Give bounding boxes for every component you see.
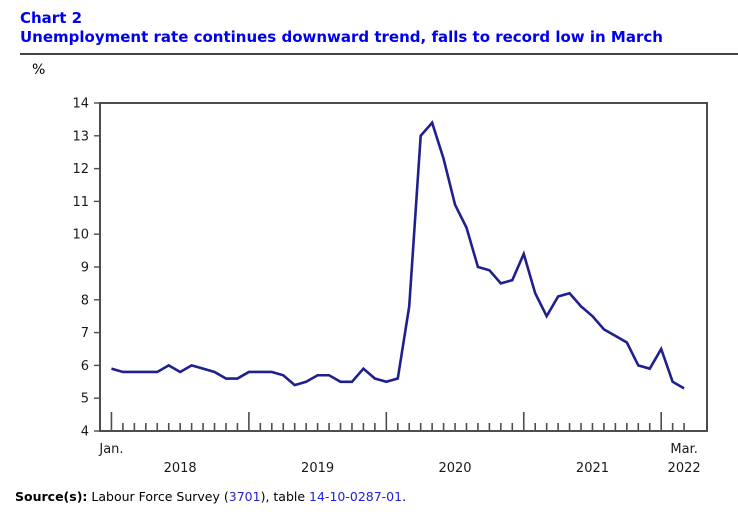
chart-number: Chart 2	[20, 9, 83, 27]
y-tick-label: 8	[81, 293, 89, 308]
y-axis: 4 5 6 7 8 9 10 11 12 13 14	[72, 97, 100, 440]
source-note: Source(s): Labour Force Survey (3701), t…	[15, 489, 406, 504]
x-year-label: 2021	[576, 461, 609, 476]
y-tick-label: 7	[81, 326, 89, 341]
title-divider	[20, 53, 738, 55]
y-axis-unit-label: %	[32, 62, 46, 78]
plot-border	[99, 102, 708, 432]
x-year-label: 2022	[668, 461, 701, 476]
unemployment-rate-line	[111, 120, 685, 390]
x-year-label: 2019	[301, 461, 334, 476]
y-tick-label: 13	[72, 129, 89, 144]
source-text-2: ), table	[260, 489, 310, 504]
source-text-3: .	[402, 489, 407, 504]
y-tick-label: 10	[72, 228, 89, 243]
y-tick-label: 4	[81, 425, 89, 440]
y-tick-label: 11	[72, 195, 89, 210]
y-tick-label: 5	[81, 392, 89, 407]
x-first-month-label: Jan.	[98, 442, 123, 457]
x-last-month-label: Mar.	[670, 442, 697, 457]
y-tick-label: 12	[72, 162, 89, 177]
y-tick-label: 6	[81, 359, 89, 374]
y-tick-label: 14	[72, 97, 89, 112]
x-axis: Jan. Mar. 2018 2019 2020 2021 2022	[98, 412, 701, 476]
source-prefix: Source(s):	[15, 489, 88, 504]
source-text-1: Labour Force Survey (	[87, 489, 229, 504]
y-tick-label: 9	[81, 261, 89, 276]
x-year-label: 2018	[164, 461, 197, 476]
x-year-label: 2020	[438, 461, 471, 476]
chart-title: Unemployment rate continues downward tre…	[20, 28, 663, 46]
table-number-link[interactable]: 14-10-0287-01	[309, 489, 403, 504]
survey-number-link[interactable]: 3701	[228, 489, 261, 504]
